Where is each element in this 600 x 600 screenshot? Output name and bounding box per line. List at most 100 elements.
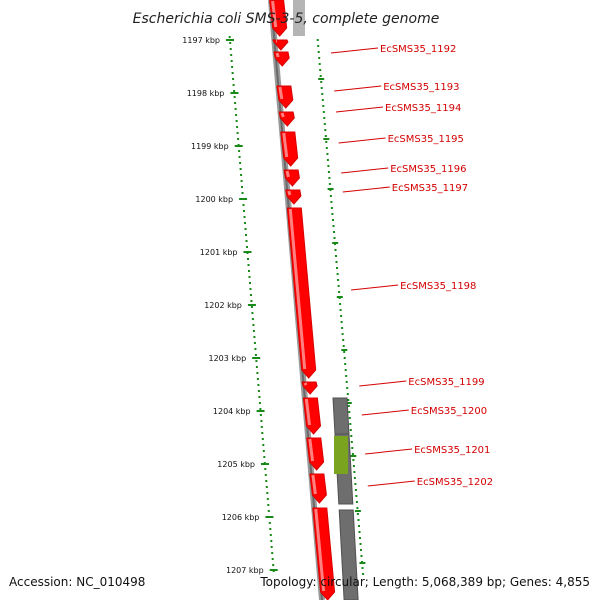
tick-dot [343, 357, 346, 359]
kbp-tick: 1207 kbp [226, 566, 278, 575]
tick-dot [235, 114, 238, 116]
tick-dot [352, 465, 355, 467]
tick-dot [319, 75, 322, 77]
tick-dot [337, 285, 340, 287]
tick-mark [261, 463, 269, 465]
tick-dash [341, 349, 348, 351]
tick-dot [330, 201, 333, 203]
tick-dot [324, 135, 327, 137]
tick-dash [318, 78, 325, 80]
tick-dot [317, 51, 320, 53]
tick-dot [233, 96, 236, 98]
tick-dot [254, 354, 257, 356]
tick-mark [226, 39, 234, 41]
topology-text: Topology: circular; Length: 5,068,389 bp… [259, 575, 590, 589]
leader-line [338, 137, 386, 144]
tick-dot [349, 429, 352, 431]
gene-shading [303, 382, 308, 386]
tick-dot [263, 456, 266, 458]
gene-shading [311, 474, 317, 495]
kbp-tick: 1200 kbp [195, 195, 248, 204]
tick-dot [360, 555, 363, 557]
tick-dot [344, 369, 347, 371]
tick-dot [248, 270, 250, 272]
leader-line [330, 47, 379, 54]
tick-dot [266, 498, 269, 500]
tick-dot [251, 312, 254, 314]
tick-dot [239, 168, 242, 170]
tick-dot [241, 192, 244, 194]
tick-dot [271, 552, 274, 554]
tick-dot [316, 39, 319, 41]
tick-dot [250, 294, 252, 296]
tick-dot [247, 258, 249, 260]
tick-dot [329, 195, 332, 197]
tick-dot [344, 363, 347, 365]
tick-dot [323, 117, 326, 119]
tick-label: 1200 kbp [195, 195, 233, 204]
tick-dot [358, 525, 360, 527]
gene-label-group: EcSMS35_1192 [330, 44, 456, 55]
tick-dot [231, 66, 234, 68]
gene-shading [288, 208, 307, 370]
tick-dot [240, 174, 243, 176]
tick-dot [332, 225, 335, 227]
tick-mark [234, 145, 243, 147]
reverse-gene-block [293, 0, 305, 36]
tick-dot [317, 45, 320, 47]
tick-dash [350, 455, 357, 457]
tick-dot [326, 153, 329, 155]
gene-label-group: EcSMS35_1198 [351, 281, 476, 292]
tick-dot [233, 90, 236, 92]
tick-label: 1206 kbp [222, 513, 260, 522]
leader-line [351, 284, 399, 291]
tick-dot [334, 249, 337, 251]
leader-line [342, 186, 390, 193]
tick-dot [351, 453, 354, 455]
tick-dot [345, 381, 348, 383]
tick-dot [342, 345, 345, 347]
tick-dot [250, 300, 253, 302]
tick-dot [257, 384, 260, 386]
tick-dot [264, 468, 267, 470]
tick-dot [272, 564, 275, 566]
tick-dot [252, 324, 255, 326]
tick-dot [332, 219, 334, 221]
tick-dot [236, 126, 239, 128]
tick-dot [237, 138, 240, 140]
tick-dot [333, 231, 335, 233]
leader-line [367, 480, 415, 487]
tick-dot [256, 378, 259, 380]
gene-label-group: EcSMS35_1194 [335, 103, 461, 114]
kbp-tick: 1197 kbp [182, 36, 234, 45]
tick-dot [253, 336, 256, 338]
tick-mark [252, 357, 261, 359]
tick-dot [345, 375, 348, 377]
tick-dot [350, 435, 353, 437]
tick-label: 1201 kbp [200, 248, 238, 257]
tick-dot [343, 351, 346, 353]
tick-dot [255, 360, 258, 362]
tick-dot [255, 366, 258, 368]
tick-dot [245, 240, 248, 242]
tick-label: 1197 kbp [182, 36, 220, 45]
reverse-gene-arrow [338, 509, 359, 600]
tick-dot [243, 210, 245, 212]
tick-dot [264, 474, 267, 476]
left-dot-track [228, 36, 275, 572]
gene-label-group: EcSMS35_1200 [361, 406, 487, 417]
tick-dot [356, 507, 359, 509]
leader-line [335, 106, 384, 113]
tick-dot [243, 216, 246, 218]
tick-dot [354, 483, 357, 485]
tick-dot [339, 309, 342, 311]
tick-dot [356, 513, 359, 515]
gene-shading [287, 190, 292, 196]
tick-dot [323, 123, 326, 125]
tick-dash [332, 242, 339, 244]
kbp-tick: 1203 kbp [208, 354, 261, 363]
tick-dot [249, 288, 252, 290]
tick-dot [234, 102, 237, 104]
tick-dot [247, 264, 250, 266]
